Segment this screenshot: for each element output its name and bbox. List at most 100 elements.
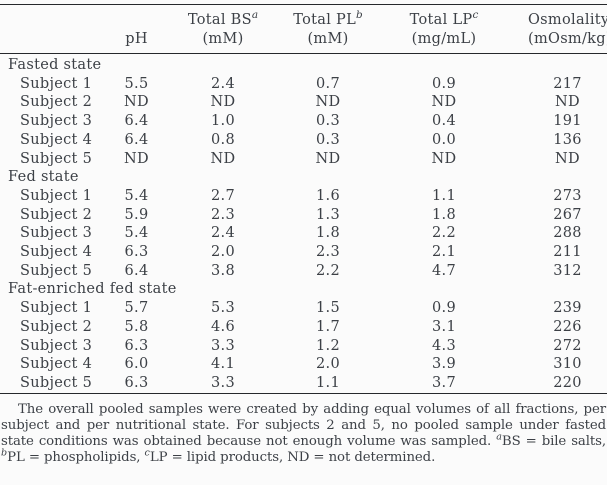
row-label: Subject 5	[20, 374, 93, 391]
cell-ph: ND	[124, 94, 149, 111]
cell-total-bs: 2.4	[211, 225, 235, 242]
row-label: Subject 2	[20, 206, 93, 223]
cell-ph: 6.3	[124, 244, 149, 261]
cell-total-bs: 4.6	[211, 318, 235, 335]
table-row: Subject 2 5.9 2.3 1.3 1.8 267	[0, 206, 607, 225]
cell-osmolality: 136	[553, 131, 582, 148]
cell-ph: 6.4	[124, 131, 149, 148]
cell-total-pl: ND	[315, 150, 341, 167]
cell-ph: 5.4	[124, 225, 149, 242]
table-row: Subject 4 6.3 2.0 2.3 2.1 211	[0, 243, 607, 262]
section-label: Fasted state	[8, 57, 102, 73]
cell-total-lp: 2.1	[432, 244, 456, 261]
pooled-samples-table: pH Total BSa (mM) Total PLb (mM) Total LPc (mg…	[0, 4, 607, 394]
cell-total-pl: 2.3	[316, 244, 340, 261]
cell-ph: 5.4	[124, 187, 149, 204]
cell-osmolality: 273	[553, 187, 582, 204]
cell-total-bs: 3.3	[211, 337, 235, 354]
row-label: Subject 1	[20, 75, 93, 92]
section-row: Fasted state	[0, 54, 607, 75]
row-label: Subject 2	[20, 318, 93, 335]
cell-total-bs: 2.7	[211, 187, 235, 204]
cell-osmolality: ND	[555, 150, 580, 167]
footnote-marker-b: b	[356, 9, 363, 22]
cell-osmolality: 211	[553, 244, 582, 261]
row-label: Subject 3	[20, 337, 93, 354]
cell-ph: 6.3	[124, 337, 149, 354]
cell-ph: 6.4	[124, 113, 149, 130]
row-label: Subject 1	[20, 187, 93, 204]
table-header: pH Total BSa (mM) Total PLb (mM) Total LPc (mg…	[0, 4, 607, 54]
cell-total-lp: 0.4	[432, 113, 456, 130]
cell-ph: 6.4	[124, 262, 149, 279]
cell-osmolality: 267	[553, 206, 582, 223]
cell-total-lp: ND	[431, 94, 457, 111]
table-row: Subject 1 5.5 2.4 0.7 0.9 217	[0, 75, 607, 94]
cell-total-bs: 1.0	[211, 113, 235, 130]
row-label: Subject 2	[20, 94, 93, 111]
cell-osmolality: 312	[553, 262, 582, 279]
cell-total-lp: 3.9	[432, 356, 456, 373]
cell-osmolality: 288	[553, 225, 582, 242]
cell-osmolality: ND	[555, 94, 580, 111]
row-label: Subject 3	[20, 225, 93, 242]
cell-osmolality: 239	[553, 300, 582, 317]
column-header-total-bs: Total BSa (mM)	[168, 4, 278, 54]
row-label: Subject 4	[20, 356, 93, 373]
cell-total-lp: 0.0	[432, 131, 456, 148]
cell-total-bs: 0.8	[211, 131, 235, 148]
row-label: Subject 5	[20, 262, 93, 279]
header-row: pH Total BSa (mM) Total PLb (mM) Total LPc (mg…	[0, 4, 607, 54]
cell-ph: 5.9	[124, 206, 149, 223]
section-label: Fat-enriched fed state	[8, 281, 177, 298]
row-label: Subject 4	[20, 244, 93, 261]
table-row: Subject 5 6.3 3.3 1.1 3.7 220	[0, 374, 607, 393]
cell-total-bs: 3.3	[211, 374, 235, 391]
table-row: Subject 3 5.4 2.4 1.8 2.2 288	[0, 224, 607, 243]
table-row: Subject 4 6.0 4.1 2.0 3.9 310	[0, 355, 607, 374]
cell-ph: 6.3	[124, 374, 149, 391]
cell-total-pl: 1.7	[316, 318, 340, 335]
cell-total-pl: 1.2	[316, 337, 340, 354]
cell-osmolality: 272	[553, 337, 582, 354]
cell-total-lp: 0.9	[432, 300, 456, 317]
cell-total-lp: 1.1	[432, 187, 456, 204]
cell-total-bs: 4.1	[211, 356, 235, 373]
cell-total-pl: ND	[315, 94, 341, 111]
cell-total-lp: ND	[431, 150, 457, 167]
column-header-osmolality: Osmolality (mOsm/kg)	[510, 4, 607, 54]
cell-total-pl: 1.5	[316, 300, 340, 317]
cell-total-lp: 4.3	[432, 337, 456, 354]
footnote-marker-a: a	[496, 431, 502, 443]
cell-total-bs: 5.3	[211, 300, 235, 317]
column-header-ph: pH	[105, 4, 168, 54]
cell-ph: 5.8	[124, 318, 149, 335]
section-label: Fed state	[8, 169, 79, 186]
table-row: Subject 1 5.7 5.3 1.5 0.9 239	[0, 299, 607, 318]
cell-total-bs: 3.8	[211, 262, 235, 279]
table-row: Subject 1 5.4 2.7 1.6 1.1 273	[0, 187, 607, 206]
section-row: Fat-enriched fed state	[0, 280, 607, 299]
cell-osmolality: 220	[553, 374, 582, 391]
cell-osmolality: 310	[553, 356, 582, 373]
cell-total-pl: 0.7	[316, 75, 340, 92]
cell-ph: ND	[124, 150, 149, 167]
table-row: Subject 4 6.4 0.8 0.3 0.0 136	[0, 131, 607, 150]
cell-total-pl: 0.3	[316, 113, 340, 130]
table-row: Subject 5 ND ND ND ND ND	[0, 150, 607, 169]
cell-total-lp: 4.7	[432, 262, 456, 279]
cell-total-pl: 0.3	[316, 131, 340, 148]
table-row: Subject 2 ND ND ND ND ND	[0, 93, 607, 112]
footnote-marker-a: a	[251, 9, 259, 22]
footnote-marker-c: c	[472, 9, 479, 22]
cell-total-bs: 2.3	[211, 206, 235, 223]
cell-total-pl: 1.6	[316, 187, 340, 204]
cell-osmolality: 226	[553, 318, 582, 335]
row-label: Subject 5	[20, 150, 93, 167]
footnote: The overall pooled samples were created …	[1, 401, 606, 465]
column-header-row-label	[0, 4, 105, 54]
table-row: Subject 3 6.4 1.0 0.3 0.4 191	[0, 112, 607, 131]
cell-ph: 6.0	[124, 356, 149, 373]
table-row: Subject 3 6.3 3.3 1.2 4.3 272	[0, 337, 607, 356]
